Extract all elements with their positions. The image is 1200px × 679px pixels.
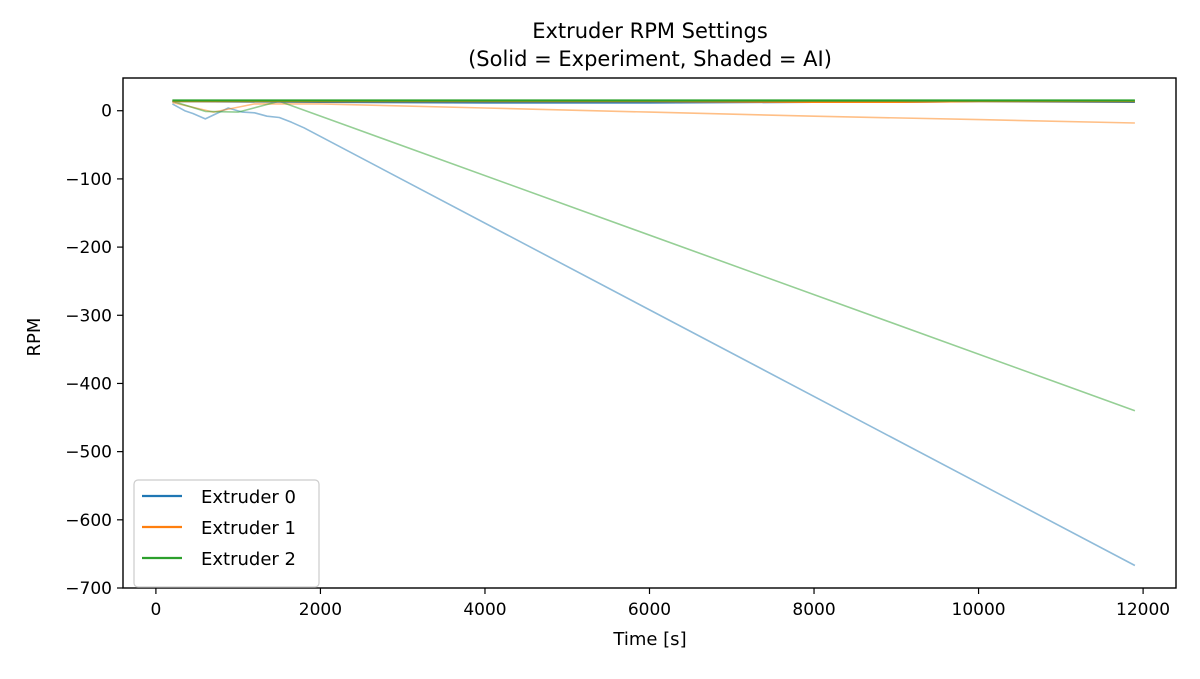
chart-subtitle: (Solid = Experiment, Shaded = AI) — [468, 47, 832, 71]
legend-box — [133, 479, 320, 588]
axes: 0 2000 4000 6000 8000 10000 12000 0 −100 −200 −300… — [65, 77, 1177, 620]
plot-area — [172, 99, 1136, 567]
ai-line-series-5 — [172, 100, 1136, 412]
ai-line-series-4 — [172, 101, 1135, 124]
y-tick-label: −400 — [65, 374, 112, 394]
legend-label-extruder-0: Extruder 0 — [201, 487, 296, 508]
x-axis-label: Time [s] — [612, 629, 686, 650]
y-tick-label: −300 — [65, 306, 112, 326]
chart-title: Extruder RPM Settings — [532, 19, 768, 43]
x-tick-label: 0 — [150, 600, 161, 620]
y-axis-label: RPM — [24, 318, 45, 357]
legend-label-extruder-2: Extruder 2 — [201, 549, 296, 570]
x-tick-label: 4000 — [463, 600, 506, 620]
y-tick-label: 0 — [101, 102, 112, 122]
y-tick-label: −500 — [65, 443, 112, 463]
x-tick-label: 8000 — [792, 600, 835, 620]
legend-label-extruder-1: Extruder 1 — [201, 518, 296, 539]
y-tick-label: −700 — [65, 579, 112, 599]
legend: Extruder 0 Extruder 1 Extruder 2 — [133, 479, 320, 588]
x-tick-label: 12000 — [1116, 600, 1170, 620]
ai-line-series-3 — [172, 103, 1136, 567]
y-tick-label: −600 — [65, 511, 112, 531]
x-tick-label: 2000 — [299, 600, 342, 620]
y-tick-label: −100 — [65, 170, 112, 190]
x-tick-label: 6000 — [628, 600, 671, 620]
x-tick-label: 10000 — [952, 600, 1006, 620]
y-tick-label: −200 — [65, 238, 112, 258]
